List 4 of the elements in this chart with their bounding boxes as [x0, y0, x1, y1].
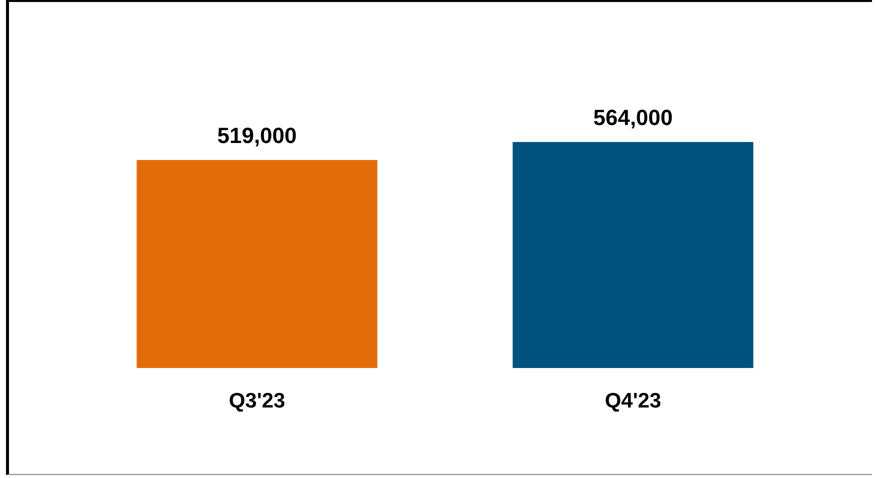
- x-tick-label: Q3'23: [228, 390, 286, 412]
- data-label: 564,000: [593, 105, 673, 130]
- x-tick-label: Q4'23: [604, 390, 662, 412]
- data-label: 519,000: [217, 123, 297, 148]
